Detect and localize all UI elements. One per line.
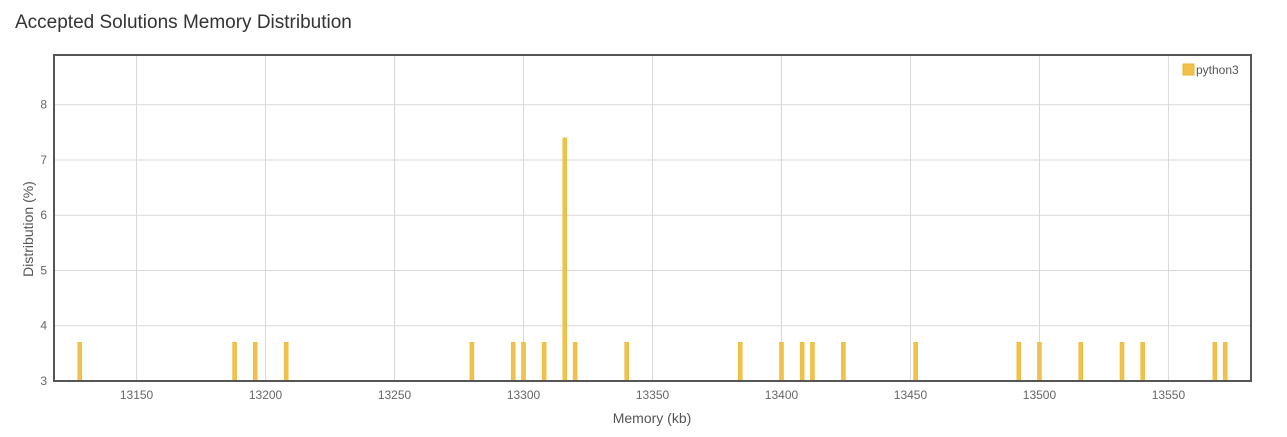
bar-python3-13412[interactable] xyxy=(810,342,815,382)
x-tick-label: 13150 xyxy=(120,388,154,402)
legend-label-python3: python3 xyxy=(1196,63,1239,77)
bar-python3-13340[interactable] xyxy=(624,342,629,382)
bar-python3-13320[interactable] xyxy=(572,342,578,382)
bar-python3-13400[interactable] xyxy=(779,342,784,382)
bar-python3-13316[interactable] xyxy=(562,137,568,382)
bar-python3-13452[interactable] xyxy=(913,342,918,382)
x-tick-label: 13550 xyxy=(1152,388,1186,402)
y-tick-label: 7 xyxy=(40,153,47,167)
y-tick-label: 6 xyxy=(40,208,47,222)
bar-python3-13280[interactable] xyxy=(469,342,475,382)
bar-python3-13208[interactable] xyxy=(283,342,289,382)
bar-python3-13492[interactable] xyxy=(1016,342,1022,382)
bar-python3-13308[interactable] xyxy=(541,342,547,382)
bar-python3-13424[interactable] xyxy=(841,342,846,382)
y-tick-label: 4 xyxy=(40,319,47,333)
bar-python3-13532[interactable] xyxy=(1119,342,1125,382)
bar-python3-13500[interactable] xyxy=(1037,342,1042,382)
bar-python3-13296[interactable] xyxy=(510,342,516,382)
x-tick-label: 13350 xyxy=(636,388,670,402)
bar-python3-13188[interactable] xyxy=(232,342,237,382)
bar-python3-13384[interactable] xyxy=(737,342,743,382)
x-tick-label: 13500 xyxy=(1023,388,1057,402)
bar-python3-13196[interactable] xyxy=(252,342,258,382)
grid-lines xyxy=(54,55,1251,381)
legend-swatch xyxy=(1182,63,1195,76)
y-tick-label: 8 xyxy=(40,98,47,112)
bar-python3-13516[interactable] xyxy=(1078,342,1083,382)
y-tick-labels: 3 4 5 6 7 8 xyxy=(40,98,47,388)
x-axis-label: Memory (kb) xyxy=(613,410,692,426)
bar-python3-13572[interactable] xyxy=(1222,342,1228,382)
x-tick-label: 13300 xyxy=(507,388,541,402)
plot-frame xyxy=(53,54,1252,382)
bar-python3-13300[interactable] xyxy=(521,342,526,382)
bar-python3-13128[interactable] xyxy=(77,342,83,382)
legend[interactable]: python3 xyxy=(1182,63,1239,77)
x-tick-label: 13200 xyxy=(249,388,283,402)
chart-title: Accepted Solutions Memory Distribution xyxy=(15,12,352,33)
x-tick-label: 13400 xyxy=(765,388,799,402)
x-tick-label: 13250 xyxy=(378,388,412,402)
x-tick-labels: 13150 13200 13250 13300 13350 13400 13450 13500… xyxy=(120,388,1186,402)
y-tick-label: 3 xyxy=(40,374,47,388)
y-tick-label: 5 xyxy=(40,263,47,277)
bar-python3-13408[interactable] xyxy=(799,342,805,382)
bar-python3-13568[interactable] xyxy=(1212,342,1218,382)
bar-python3-13540[interactable] xyxy=(1140,342,1145,382)
y-axis-label: Distribution (%) xyxy=(20,181,36,277)
x-tick-label: 13450 xyxy=(894,388,928,402)
